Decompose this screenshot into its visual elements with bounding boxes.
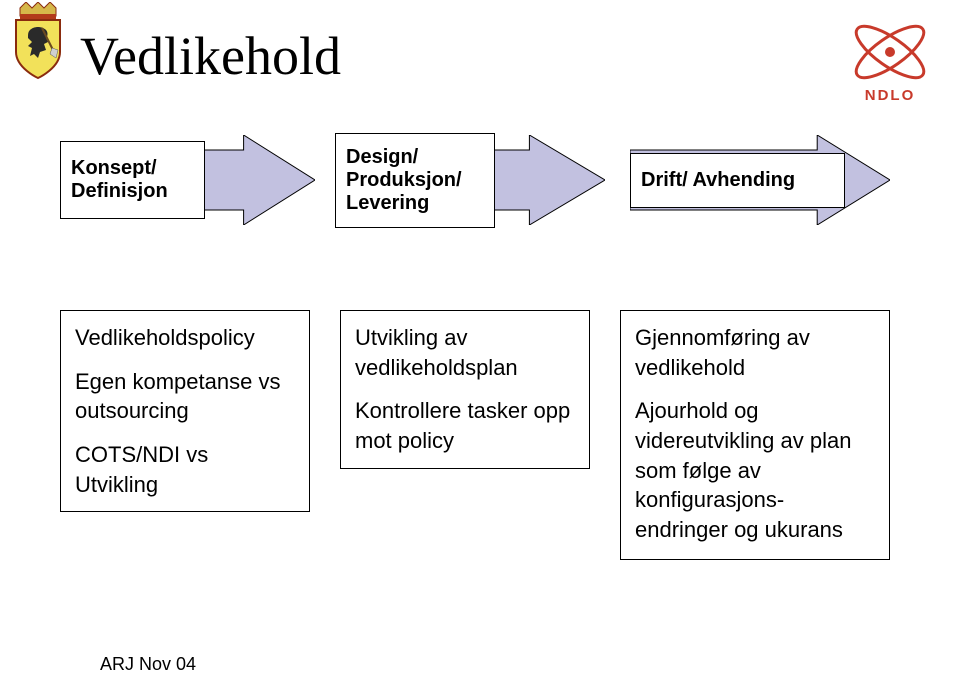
info-box-0: Vedlikeholdspolicy Egen kompetanse vs out… (60, 310, 310, 512)
footer-text: ARJ Nov 04 (100, 654, 196, 675)
info-box-1: Utvikling av vedlikeholdsplan Kontrollere… (340, 310, 590, 469)
ndlo-logo: NDLO (845, 22, 935, 104)
info-box-text: Ajourhold og videreutvikling av plan som… (635, 396, 875, 544)
crown-icon (20, 2, 56, 19)
info-box-text: Utvikling av vedlikeholdsplan (355, 323, 575, 382)
phase-label-line: Design/ (346, 146, 484, 169)
info-box-text: COTS/NDI vs Utvikling (75, 440, 295, 499)
crest-logo (8, 2, 68, 77)
phase-label-0: Konsept/Definisjon (60, 141, 205, 219)
phase-label-line: Produksjon/ (346, 169, 484, 192)
phase-arrows-row: Konsept/Definisjon Design/Produksjon/Leve… (60, 135, 910, 245)
info-box-2: Gjennomføring av vedlikehold Ajourhold og… (620, 310, 890, 560)
info-box-text: Kontrollere tasker opp mot policy (355, 396, 575, 455)
phase-label-line: Levering (346, 192, 484, 215)
info-box-text: Egen kompetanse vs outsourcing (75, 367, 295, 426)
phase-label-2: Drift/ Avhending (630, 153, 845, 208)
info-box-text: Gjennomføring av vedlikehold (635, 323, 875, 382)
phase-label-line: Definisjon (71, 180, 194, 203)
ndlo-label: NDLO (845, 87, 935, 104)
phase-label-1: Design/Produksjon/Levering (335, 133, 495, 228)
phase-arrow-2: Drift/ Avhending (630, 135, 890, 225)
phase-arrow-1: Design/Produksjon/Levering (335, 135, 605, 225)
phase-label-line: Konsept/ (71, 157, 194, 180)
phase-arrow-0: Konsept/Definisjon (60, 135, 315, 225)
info-box-text: Vedlikeholdspolicy (75, 323, 295, 353)
phase-label-line: Drift/ Avhending (641, 169, 834, 192)
slide: { "title": "Vedlikehold", "ndlo_label": … (0, 0, 960, 693)
slide-title: Vedlikehold (80, 25, 341, 87)
ndlo-icon (845, 22, 935, 82)
